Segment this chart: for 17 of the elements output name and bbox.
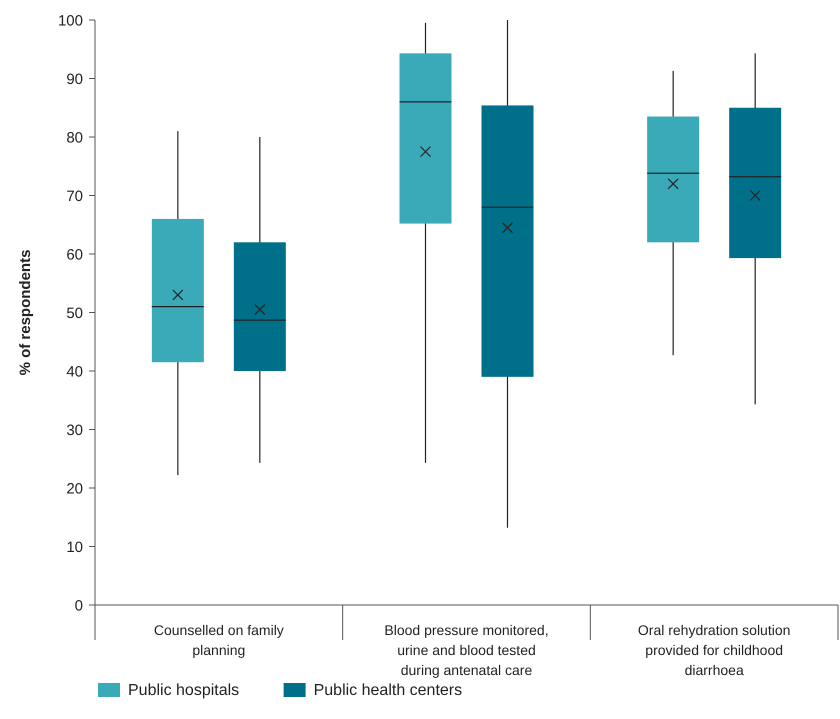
y-tick-label: 0: [74, 597, 83, 614]
y-tick-label: 20: [66, 480, 83, 498]
legend-label: Public health centers: [314, 682, 462, 699]
y-tick-label: 10: [66, 538, 83, 556]
y-tick-label: 60: [66, 246, 83, 264]
y-tick-label: 40: [66, 363, 83, 380]
y-tick-label: 50: [66, 304, 83, 322]
y-tick-label: 70: [66, 188, 83, 205]
y-tick-label: 30: [66, 422, 83, 439]
y-tick-label: 80: [66, 129, 83, 146]
x-tick-label: Counselled on family planning: [154, 622, 284, 658]
y-tick-label: 90: [66, 70, 83, 88]
x-tick-label: Blood pressure monitored, urine and blood tested during antenatal care: [384, 622, 549, 678]
y-axis-title: % of respondents: [17, 250, 34, 376]
y-tick-label: 100: [58, 12, 83, 30]
legend-label: Public hospitals: [128, 682, 240, 699]
x-tick-label: Oral rehydration solution provided for childhood diarrhoea: [638, 622, 790, 678]
